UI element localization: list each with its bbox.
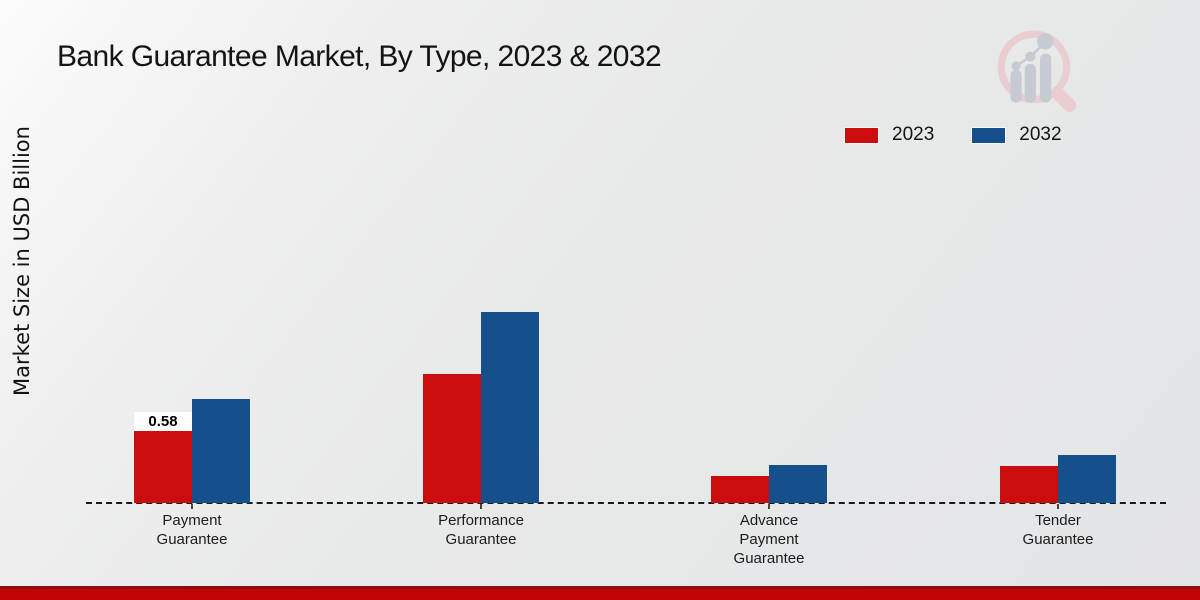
data-label-2023-payment-guarantee: 0.58 [134, 412, 192, 431]
bar-2023-payment-guarantee [134, 431, 192, 503]
bar-2032-performance-guarantee [481, 312, 539, 503]
legend-swatch-2032 [972, 127, 1006, 143]
legend-item-2023: 2023 [845, 124, 934, 146]
category-label-payment-guarantee: Payment Guarantee [156, 512, 228, 548]
bar-2032-payment-guarantee [192, 399, 250, 503]
x-axis-tick [768, 504, 770, 509]
x-axis-tick [1057, 504, 1059, 509]
x-axis-tick [191, 504, 193, 509]
category-label-advance-payment-guarantee: Advance Payment Guarantee [733, 512, 805, 567]
bar-2023-tender-guarantee [1000, 466, 1058, 503]
bar-2032-advance-payment-guarantee [769, 465, 827, 503]
bar-2023-advance-payment-guarantee [711, 476, 769, 503]
legend-label-2023: 2023 [892, 124, 935, 145]
chart-title: Bank Guarantee Market, By Type, 2023 & 2… [57, 40, 662, 73]
x-axis-baseline [86, 502, 1166, 504]
category-label-performance-guarantee: Performance Guarantee [438, 512, 524, 548]
legend: 2023 2032 [845, 124, 1062, 146]
legend-item-2032: 2032 [972, 124, 1062, 146]
legend-label-2032: 2032 [1019, 124, 1062, 145]
footer-accent-bar [0, 586, 1200, 600]
x-axis-tick [480, 504, 482, 509]
bar-2032-tender-guarantee [1058, 455, 1116, 503]
magnifier-bar-chart-logo-icon [997, 30, 1077, 112]
legend-swatch-2023 [845, 127, 878, 143]
category-label-tender-guarantee: Tender Guarantee [1022, 512, 1094, 548]
bar-2023-performance-guarantee [423, 374, 481, 503]
